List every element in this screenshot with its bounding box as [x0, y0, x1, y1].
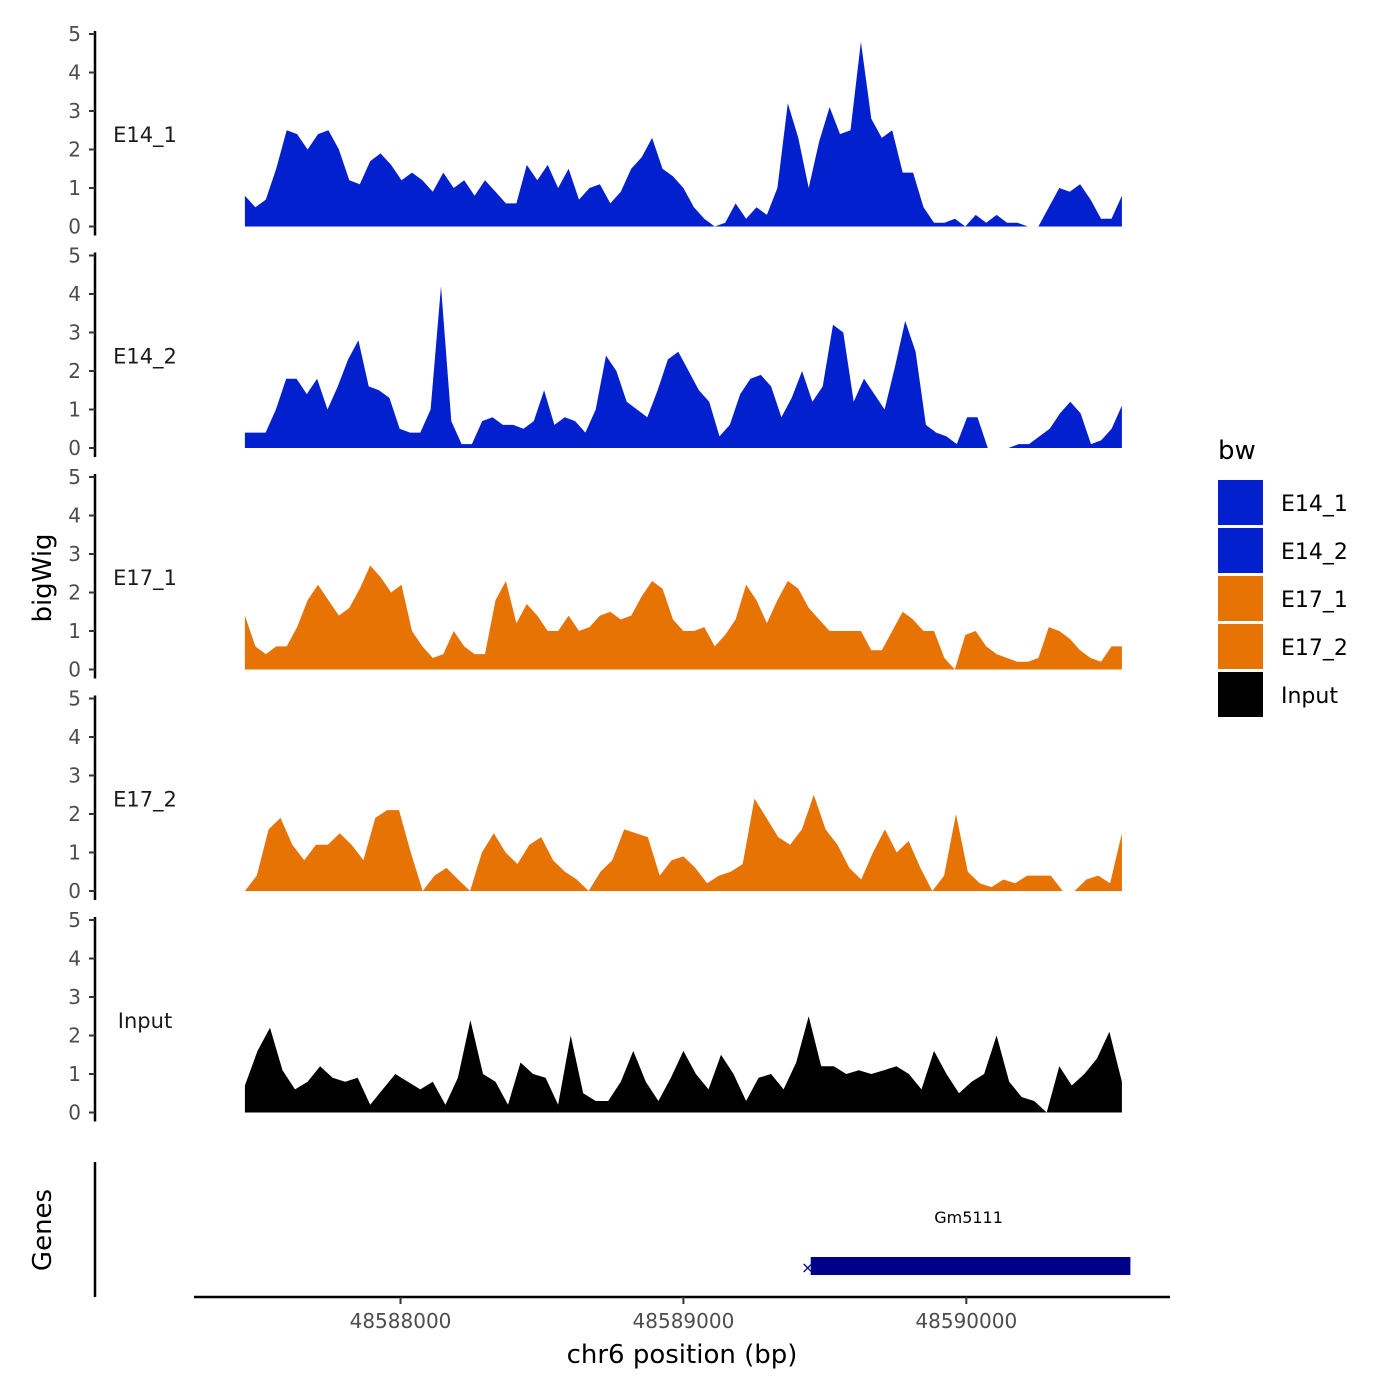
- track-label: E14_2: [113, 345, 177, 370]
- y-tick-label: 4: [68, 282, 81, 306]
- gene-strand-marker-icon: ×: [801, 1258, 814, 1277]
- gene-label: Gm5111: [934, 1208, 1003, 1227]
- x-axis: 48588000 48589000 48590000: [194, 1295, 1170, 1333]
- legend-label: E14_2: [1281, 540, 1348, 565]
- x-tick-label: 48588000: [350, 1309, 452, 1333]
- y-tick-label: 0: [68, 658, 81, 682]
- legend-item-e17-2: E17_2: [1218, 624, 1348, 669]
- y-tick-label: 2: [68, 1024, 81, 1048]
- y-tick-label: 0: [68, 879, 81, 903]
- legend-title: bw: [1218, 436, 1256, 466]
- y-tick-label: 1: [68, 1062, 81, 1086]
- x-tick-label: 48590000: [915, 1309, 1017, 1333]
- y-tick-label: 5: [68, 908, 81, 932]
- y-tick-label: 5: [68, 244, 81, 268]
- track-e14-2: 0 1 2 3 4 5 E14_2: [68, 244, 1122, 460]
- track-label: E17_1: [113, 566, 177, 591]
- legend-item-e14-2: E14_2: [1218, 528, 1348, 573]
- legend-label: Input: [1281, 684, 1338, 709]
- y-tick-label: 3: [68, 764, 81, 788]
- legend-label: E17_2: [1281, 636, 1348, 661]
- y-tick-label: 1: [68, 398, 81, 422]
- gene-gm5111: × Gm5111: [801, 1208, 1131, 1277]
- y-tick-label: 1: [68, 619, 81, 643]
- bigwig-tracks: 0 1 2 3 4 5 E14_1 0 1 2 3 4 5 E14_2 0 1 2 3 4 5 E17_1 0 1 2 3 4 5 E…: [68, 22, 1122, 1125]
- legend-swatch: [1218, 528, 1263, 573]
- track-label: E17_2: [113, 788, 177, 813]
- y-tick-label: 5: [68, 687, 81, 711]
- legend-item-e17-1: E17_1: [1218, 576, 1348, 621]
- track-label: E14_1: [113, 123, 177, 148]
- signal-area-e17-1: [244, 565, 1122, 670]
- y-tick-label: 1: [68, 176, 81, 200]
- legend-item-input: Input: [1218, 672, 1338, 717]
- y-tick-label: 4: [68, 725, 81, 749]
- x-tick-label: 48589000: [633, 1309, 735, 1333]
- legend-swatch: [1218, 624, 1263, 669]
- legend-swatch: [1218, 672, 1263, 717]
- y-tick-label: 5: [68, 465, 81, 489]
- legend-item-e14-1: E14_1: [1218, 480, 1348, 525]
- signal-area-input: [244, 1016, 1122, 1113]
- y-tick-label: 1: [68, 841, 81, 865]
- y-tick-label: 4: [68, 504, 81, 528]
- y-tick-label: 3: [68, 542, 81, 566]
- y-tick-label: 2: [68, 138, 81, 162]
- y-tick-label: 3: [68, 985, 81, 1009]
- y-tick-label: 4: [68, 61, 81, 85]
- genes-track-title: Genes: [28, 1189, 58, 1271]
- track-input: 0 1 2 3 4 5 Input: [68, 908, 1122, 1125]
- y-tick-label: 4: [68, 947, 81, 971]
- y-tick-label: 2: [68, 802, 81, 826]
- signal-area-e17-2: [244, 794, 1122, 891]
- y-tick-label: 2: [68, 359, 81, 383]
- y-tick-label: 0: [68, 215, 81, 239]
- gene-body: [810, 1257, 1131, 1275]
- legend-swatch: [1218, 480, 1263, 525]
- track-e14-1: 0 1 2 3 4 5 E14_1: [68, 22, 1122, 239]
- y-tick-label: 2: [68, 581, 81, 605]
- x-axis-title: chr6 position (bp): [567, 1340, 798, 1370]
- genes-track: × Gm5111: [93, 1162, 1131, 1297]
- legend-label: E14_1: [1281, 492, 1348, 517]
- legend-swatch: [1218, 576, 1263, 621]
- track-e17-1: 0 1 2 3 4 5 E17_1: [68, 465, 1122, 682]
- track-label: Input: [118, 1009, 172, 1033]
- signal-area-e14-2: [244, 286, 1122, 448]
- y-tick-label: 3: [68, 99, 81, 123]
- track-e17-2: 0 1 2 3 4 5 E17_2: [68, 687, 1122, 903]
- y-axis-title: bigWig: [28, 533, 58, 622]
- legend: bw E14_1 E14_2 E17_1 E17_2 Input: [1218, 436, 1348, 717]
- y-tick-label: 0: [68, 436, 81, 460]
- y-tick-label: 0: [68, 1101, 81, 1125]
- legend-label: E17_1: [1281, 588, 1348, 613]
- y-tick-label: 3: [68, 321, 81, 345]
- signal-area-e14-1: [244, 41, 1122, 227]
- y-tick-label: 5: [68, 22, 81, 46]
